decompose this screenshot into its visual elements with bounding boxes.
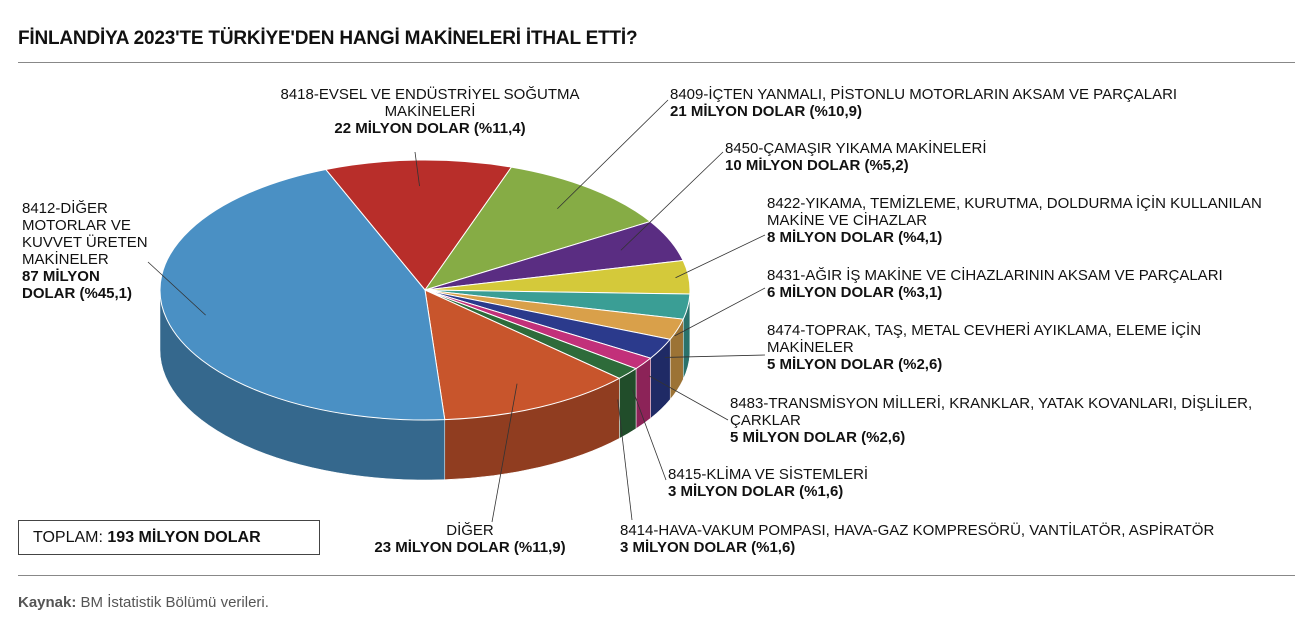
- value-label: 5 MİLYON DOLAR (%2,6): [730, 429, 906, 446]
- category-label: 8474-TOPRAK, TAŞ, METAL CEVHERİ AYIKLAMA…: [767, 322, 1202, 356]
- total-value: 193 MİLYON DOLAR: [107, 529, 261, 546]
- slice-side: [619, 368, 637, 439]
- value-label: 3 MİLYON DOLAR (%1,6): [668, 483, 844, 500]
- category-label: DİĞER: [446, 522, 494, 539]
- slice-label: 8450-ÇAMAŞIR YIKAMA MAKİNELERİ 10 MİLYON …: [725, 140, 1125, 174]
- leader-line: [491, 383, 518, 523]
- slice-label: 8431-AĞIR İŞ MAKİNE VE CİHAZLARININ AKSA…: [767, 267, 1287, 301]
- slice-label: 8414-HAVA-VAKUM POMPASI, HAVA-GAZ KOMPRE…: [620, 522, 1280, 556]
- category-label: 8409-İÇTEN YANMALI, PİSTONLU MOTORLARIN …: [670, 86, 1178, 103]
- category-label: 8415-KLİMA VE SİSTEMLERİ: [668, 466, 869, 483]
- value-label: 5 MİLYON DOLAR (%2,6): [767, 356, 943, 373]
- category-label: 8483-TRANSMİSYON MİLLERİ, KRANKLAR, YATA…: [730, 395, 1253, 429]
- source-label: Kaynak:: [18, 594, 77, 611]
- leader-line: [675, 234, 766, 279]
- slice: [324, 159, 513, 291]
- slice-label: 8418-EVSEL VE ENDÜSTRİYEL SOĞUTMA MAKİNE…: [265, 86, 595, 137]
- slice-label: 8412-DİĞER MOTORLAR VE KUVVET ÜRETEN MAK…: [22, 200, 152, 302]
- leader-line: [557, 99, 669, 210]
- category-label: 8431-AĞIR İŞ MAKİNE VE CİHAZLARININ AKSA…: [767, 267, 1223, 284]
- leader-line: [147, 261, 206, 316]
- category-label: 8450-ÇAMAŞIR YIKAMA MAKİNELERİ: [725, 140, 987, 157]
- slice: [423, 166, 652, 291]
- leader-line: [664, 354, 766, 358]
- slice-label: 8409-İÇTEN YANMALI, PİSTONLU MOTORLARIN …: [670, 86, 1270, 120]
- value-label: 8 MİLYON DOLAR (%4,1): [767, 229, 943, 246]
- leader-line: [414, 151, 420, 187]
- divider: [18, 62, 1295, 63]
- slice-label: 8415-KLİMA VE SİSTEMLERİ 3 MİLYON DOLAR (…: [668, 466, 968, 500]
- value-label: 22 MİLYON DOLAR (%11,4): [334, 120, 526, 137]
- total-box: TOPLAM: 193 MİLYON DOLAR: [18, 520, 320, 555]
- value-label: 10 MİLYON DOLAR (%5,2): [725, 157, 909, 174]
- category-label: 8418-EVSEL VE ENDÜSTRİYEL SOĞUTMA MAKİNE…: [280, 86, 580, 120]
- value-label: 6 MİLYON DOLAR (%3,1): [767, 284, 943, 301]
- category-label: 8412-DİĞER MOTORLAR VE KUVVET ÜRETEN MAK…: [22, 200, 148, 268]
- value-label: 23 MİLYON DOLAR (%11,9): [374, 539, 566, 556]
- slice-label: 8483-TRANSMİSYON MİLLERİ, KRANKLAR, YATA…: [730, 395, 1260, 446]
- source-text: BM İstatistik Bölümü verileri.: [80, 594, 269, 611]
- leader-line: [674, 287, 766, 337]
- slice-label: DİĞER 23 MİLYON DOLAR (%11,9): [340, 522, 600, 556]
- source: Kaynak: BM İstatistik Bölümü verileri.: [18, 594, 269, 611]
- value-label: 3 MİLYON DOLAR (%1,6): [620, 539, 796, 556]
- slice: [424, 289, 621, 421]
- slice-label: 8422-YIKAMA, TEMİZLEME, KURUTMA, DOLDURM…: [767, 195, 1292, 246]
- total-label: TOPLAM:: [33, 529, 103, 546]
- leader-line: [632, 389, 667, 481]
- slice: [159, 168, 446, 421]
- chart-title: FİNLANDİYA 2023'TE TÜRKİYE'DEN HANGİ MAK…: [18, 28, 638, 49]
- value-label: 87 MİLYON DOLAR (%45,1): [22, 268, 133, 302]
- divider: [18, 575, 1295, 576]
- leader-line: [617, 399, 633, 521]
- leader-line: [620, 151, 724, 251]
- slice-label: 8474-TOPRAK, TAŞ, METAL CEVHERİ AYIKLAMA…: [767, 322, 1247, 373]
- leader-line: [649, 375, 729, 421]
- category-label: 8422-YIKAMA, TEMİZLEME, KURUTMA, DOLDURM…: [767, 195, 1262, 229]
- value-label: 21 MİLYON DOLAR (%10,9): [670, 103, 862, 120]
- category-label: 8414-HAVA-VAKUM POMPASI, HAVA-GAZ KOMPRE…: [620, 522, 1215, 539]
